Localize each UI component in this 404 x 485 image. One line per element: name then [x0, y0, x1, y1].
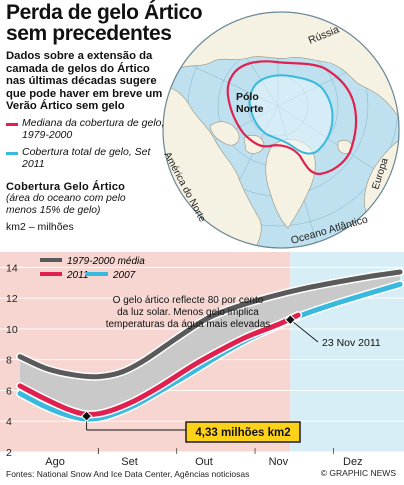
legend-avg: 1979-2000 média	[67, 256, 145, 267]
legend-item-2011: Cobertura total de gelo, Set 2011	[6, 146, 166, 170]
russia-land	[179, 12, 399, 127]
y-tick-label: 14	[6, 262, 18, 274]
note: O gelo ártico reflecte 80 por cento da l…	[106, 295, 271, 330]
chart-subtitle: (área do oceano com pelo menos 15% de ge…	[6, 193, 126, 216]
chart-unit: km2 – milhões	[6, 221, 74, 233]
x-tick-label: Nov	[269, 456, 289, 468]
legend-2011: 2011	[66, 270, 89, 281]
legend-swatch-blue	[6, 152, 18, 155]
note-line-3: temperaturas da água mais elevadas	[106, 319, 271, 330]
subtitle: Dados sobre a extensão da camada de gelo…	[6, 50, 163, 113]
y-tick-label: 4	[6, 416, 12, 428]
x-tick-label: Ago	[45, 456, 65, 468]
nov23-marker	[284, 314, 296, 326]
grey-band	[20, 272, 400, 419]
x-ticks: Ago Set Out Nov Dez	[45, 448, 363, 468]
label-north-pole-2: Norte	[236, 103, 264, 115]
annotations: 4,33 milhões km2 23 Nov 2011	[80, 314, 381, 443]
y-tick-label: 12	[6, 293, 18, 305]
sources: Fontes: National Snow And Ice Data Cente…	[6, 469, 250, 479]
label-north-pole-1: Pólo	[236, 91, 259, 103]
line-2011	[17, 312, 301, 417]
note-line-2: da luz solar. Menos gelo implica	[117, 307, 259, 318]
minimum-box	[185, 421, 301, 443]
y-tick-label: 2	[6, 447, 12, 459]
map-legend: Mediana da cobertura de gelo, 1979-2000 …	[6, 117, 166, 176]
x-tick-label: Set	[121, 456, 138, 468]
median-ice-extent-line	[226, 60, 358, 176]
arctic-map: Rússia Pólo Norte América do Norte Europ…	[161, 11, 400, 249]
nov23-leader	[290, 319, 319, 343]
minimum-marker	[80, 410, 93, 422]
nov23-label: 23 Nov 2011	[322, 337, 381, 349]
chart-title: Cobertura Gelo Ártico	[6, 181, 126, 193]
legend-swatch-red	[6, 123, 18, 126]
red-shade-region	[0, 252, 291, 452]
note-line-1: O gelo ártico reflecte 80 por cento	[113, 295, 264, 306]
y-tick-label: 6	[6, 385, 12, 397]
y-tick-label: 10	[6, 324, 18, 336]
credit: © GRAPHIC NEWS	[320, 468, 396, 478]
line-avg-1979-2000	[17, 269, 403, 380]
minimum-label: 4,33 milhões km2	[195, 427, 290, 439]
svalbard-land	[337, 140, 353, 154]
legend-2007: 2007	[112, 270, 136, 281]
y-tick-label: 8	[6, 355, 12, 367]
ice-cover-2011-line	[248, 74, 334, 155]
legend-item-median: Mediana da cobertura de gelo, 1979-2000	[6, 117, 166, 141]
chart-legend: 1979-2000 média 2011 2007	[40, 256, 145, 281]
x-tick-label: Out	[195, 456, 213, 468]
page-title: Perda de gelo Ártico sem precedentes	[6, 1, 203, 45]
series-lines	[16, 268, 404, 423]
y-ticks: 2 4 6 8 10 12 14	[6, 262, 18, 459]
x-tick-label: Dez	[343, 456, 363, 468]
line-2007	[17, 281, 403, 422]
